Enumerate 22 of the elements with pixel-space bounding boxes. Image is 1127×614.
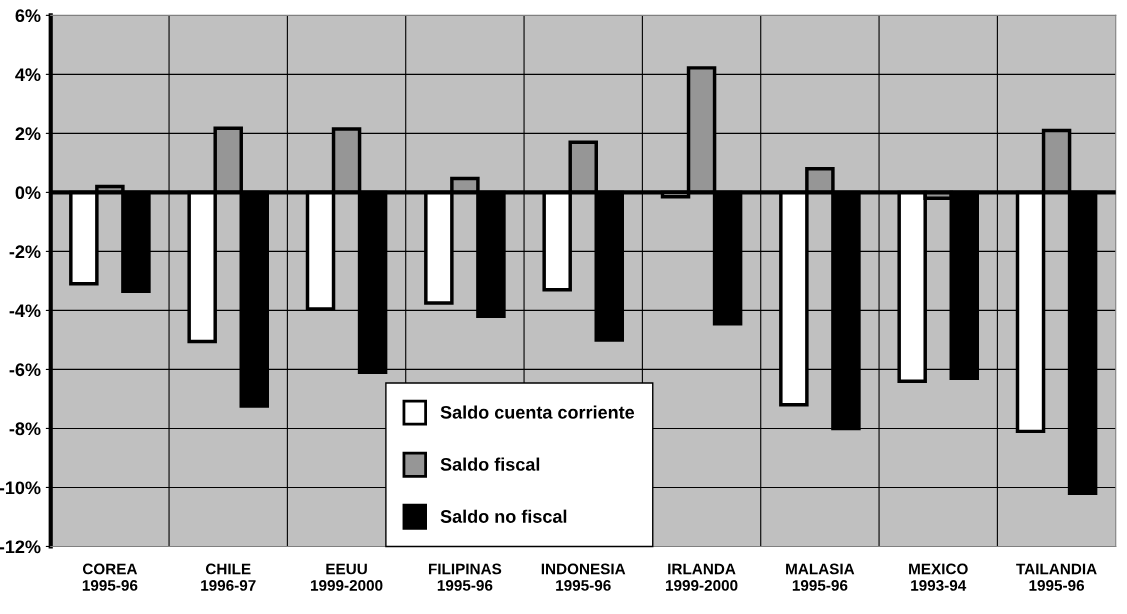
y-tick-label: -8%: [9, 422, 41, 436]
y-tick-label: 0%: [15, 186, 41, 200]
x-tick-label: MALASIA 1995-96: [786, 563, 855, 591]
x-tick-label: TAILANDIA 1995-96: [1016, 563, 1097, 591]
y-tick-label: 6%: [15, 9, 41, 23]
x-tick-label: COREA 1995-96: [82, 563, 138, 591]
legend-label: Saldo cuenta corriente: [440, 405, 635, 419]
y-tick-label: -6%: [9, 363, 41, 377]
x-tick-label: FILIPINAS 1995-96: [428, 563, 502, 591]
y-tick-label: -10%: [0, 481, 41, 495]
legend-label: Saldo no fiscal: [440, 509, 567, 523]
x-tick-label: CHILE 1996-97: [201, 563, 256, 591]
x-tick-label: MEXICO 1993-94: [909, 563, 968, 591]
legend-label: Saldo fiscal: [440, 457, 540, 471]
y-tick-label: -12%: [0, 540, 41, 554]
y-tick-label: -4%: [9, 304, 41, 318]
x-tick-label: EEUU 1999-2000: [310, 563, 383, 591]
x-tick-label: IRLANDA 1999-2000: [665, 563, 738, 591]
y-tick-label: 2%: [15, 127, 41, 141]
y-tick-label: 4%: [15, 68, 41, 82]
y-tick-label: -2%: [9, 245, 41, 259]
x-tick-label: INDONESIA 1995-96: [541, 563, 626, 591]
